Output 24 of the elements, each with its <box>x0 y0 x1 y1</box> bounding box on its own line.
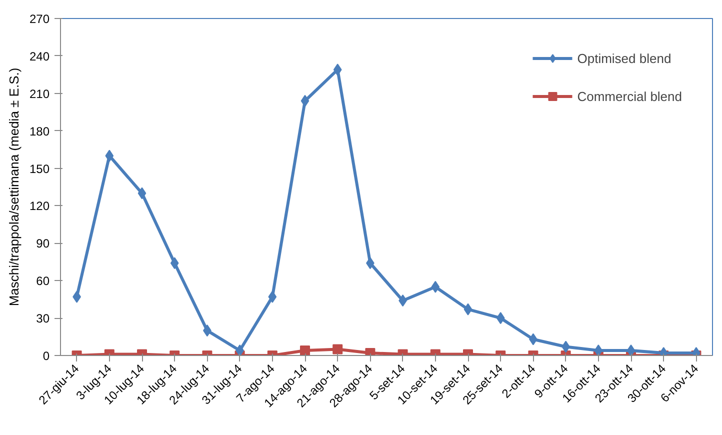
point <box>464 303 472 316</box>
y-tick-label: 210 <box>29 86 50 101</box>
point <box>626 344 636 356</box>
y-tick-label: 150 <box>29 162 50 176</box>
y-tick-label: 90 <box>36 236 50 251</box>
y-tick-label: 0 <box>42 349 50 363</box>
point <box>170 257 179 270</box>
point <box>236 344 244 356</box>
y-tick-label: 240 <box>29 49 50 64</box>
legend-label: Optimised blend <box>577 50 672 66</box>
point <box>268 290 277 303</box>
point <box>105 150 114 162</box>
point <box>431 280 440 293</box>
y-tick-label: 120 <box>29 199 50 214</box>
y-tick-label: 180 <box>29 124 50 138</box>
point <box>594 344 603 356</box>
y-tick-label: 60 <box>36 274 50 288</box>
y-tick-label: 270 <box>29 12 50 26</box>
point <box>138 187 146 200</box>
point <box>333 64 342 76</box>
y-tick-label: 30 <box>36 312 50 326</box>
legend-label: Commercial blend <box>577 88 682 104</box>
point <box>300 94 310 107</box>
y-axis-title: Maschi/trappola/settimana (media ± E.S.) <box>6 68 22 306</box>
